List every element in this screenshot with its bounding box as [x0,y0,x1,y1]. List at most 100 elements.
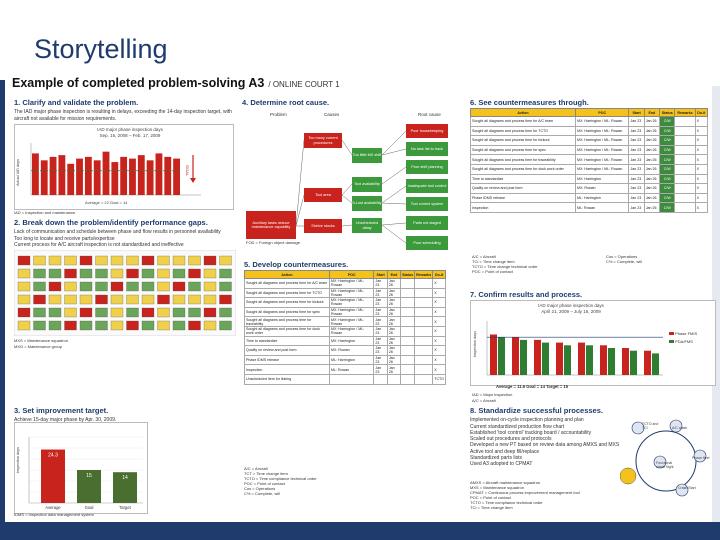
table-cell: Jan 26 [643,202,661,213]
section-2-bullet-3: Current process for A/C aircraft inspect… [14,241,184,248]
table-cell [674,163,696,175]
table-cell: X [432,335,446,347]
section-8-bullet-6: Active tool and deep fill/replace [470,448,540,455]
table-cell: X [432,278,446,289]
a3-heading: Example of completed problem-solving A3/… [12,76,340,90]
section-2-process-map [14,250,236,336]
table-cell: Phase IDMS release [243,354,331,366]
process-step [157,320,170,331]
table-cell: Jan 26 [386,354,402,366]
table-cell: X [432,364,446,375]
section-8-bullet-4: Scaled out procedures and protocols [470,436,552,443]
table-cell [414,278,434,289]
table-row: Quality on review and post form MX: Rowan… [243,345,446,356]
section-4-cause-tree [295,130,407,244]
process-step [126,320,139,331]
chart3-category-label: Target [119,505,131,510]
process-step [95,268,108,279]
table-header-cell: Start [628,108,645,117]
section-5-title: 5. Develop countermeasures. [244,260,349,269]
chart7-bar [630,350,637,375]
process-step [203,307,217,318]
cycle-node [675,483,689,497]
process-step [110,281,124,292]
table-cell: Jan 23 [628,144,645,156]
table-cell: Quality on review and post form [243,345,331,356]
chart7-bar [534,339,541,375]
table-cell: TCTO [432,373,446,385]
process-step [188,320,201,331]
chart1-bar [32,153,39,195]
table-cell: C/W [658,125,676,137]
section-8-legend: AMXS = Aircraft maintenance squadron MXS… [470,480,580,510]
table-cell [414,364,434,375]
table-cell: Jan 23 [373,297,388,308]
table-cell: X [432,306,446,318]
table-cell: Time to standardize [470,173,576,185]
table-cell: Sought all diagrams and process time for… [470,125,576,137]
table-cell: C/W [658,163,676,175]
process-step [64,307,77,318]
table-row: Quality on review and post form MX: Rowan… [470,183,709,194]
table-header-row: Action POC Start End Status Remarks Do-It [243,270,446,279]
table-cell: X [694,144,709,156]
section-8-cycle-diagram [620,419,707,497]
section-1-note: IAD = Inspection and maintenance [14,210,76,215]
table-cell: X [694,163,709,175]
chart7-bar [564,345,571,375]
process-step [64,281,77,292]
chart3-category-label: Average [45,505,61,510]
bottom-accent-bar [0,522,720,540]
table-cell: Jan 23 [628,173,645,185]
process-step [17,255,31,266]
process-step [110,320,124,331]
cause-node-7: Unscheduled delay [352,218,382,233]
table-cell: Jan 23 [373,335,388,347]
cause-node-1: Too many current procedures [304,133,342,148]
chart7-bar [652,353,659,375]
table-cell: C/W [658,154,676,165]
table-row: Sought all diagrams and process time for… [470,125,709,137]
process-step [17,307,31,318]
table-cell [674,183,696,194]
table-cell [674,202,696,213]
table-row: Sought all diagrams and process time for… [470,135,709,146]
table-header-cell: Status [400,270,416,279]
chart7-bar [490,334,497,375]
table-row: Phase IDMS release ML: Harrington Jan 23 Ja… [470,192,709,204]
section-7-legend-2: A/C = Aircraft [472,398,496,403]
process-step [79,281,93,292]
table-cell: Jan 26 [386,335,402,347]
chart1-bar [111,162,119,195]
process-step [95,307,108,318]
section-5-table: Action POC Start End Status Remarks Do-It Sough… [243,270,446,385]
process-step [188,294,201,305]
section-3-text: Achieve 15-day major phase by Apr. 30, 2… [14,417,117,424]
process-step [126,307,139,318]
table-cell: MX: Rowan [574,183,630,194]
process-step [157,294,170,305]
section-4-title: 4. Determine root cause. [242,98,330,107]
table-cell: MX: Harrington / ML: Rowan [574,125,630,137]
table-cell [400,287,416,299]
section-8-bullet-3: Established 'tool control' tracking boar… [470,429,592,436]
section-3-chart: 24.3 Average 15 Goal 14 Target Inspection day… [14,422,148,514]
section-3-title: 3. Set improvement target. [14,406,109,415]
cycle-label-2: A/C crash [672,426,688,430]
table-cell [400,316,416,327]
process-step [172,281,186,292]
table-row: Sought all diagrams and process time for… [470,163,709,175]
root-cause-5: Tool control system [406,197,448,211]
section-1-text: The IAD major phase inspection is result… [14,109,232,122]
table-cell: Jan 23 [373,316,388,327]
table-cell [400,306,416,318]
chart1-bar [84,156,92,195]
section-4: 4. Determine root cause. [242,98,462,109]
section-7-ylabel: Inspection days [473,331,477,358]
chart3-bar [77,470,101,503]
section-1: 1. Clarify and validate the problem. The… [14,98,236,122]
table-cell: Sought all diagrams and process time for… [470,116,576,127]
table-header-cell: Remarks [414,270,434,279]
table-cell: Jan 23 [628,135,645,146]
table-cell: Sought all diagrams and process time for… [470,144,576,156]
